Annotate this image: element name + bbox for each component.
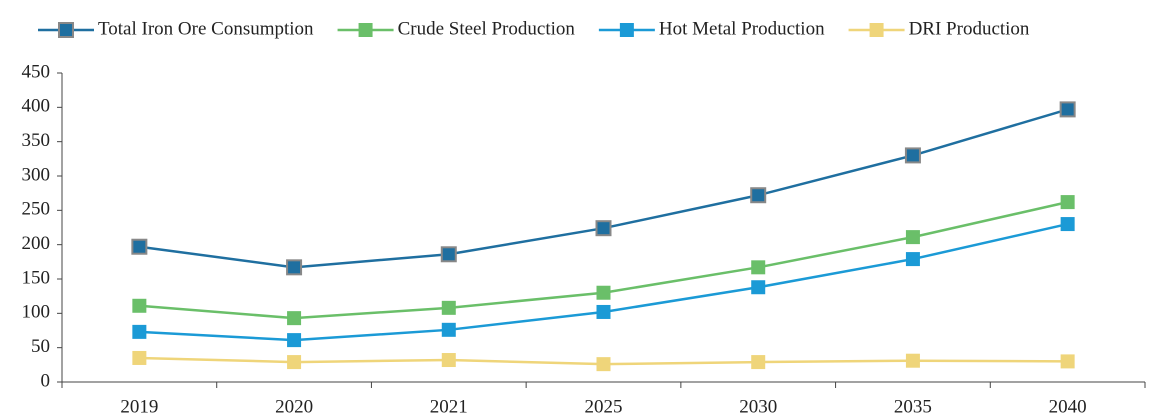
marker [1060,354,1075,369]
y-tick-label: 200 [22,233,51,254]
x-tick-label: 2035 [894,396,932,417]
y-tick-label: 50 [31,336,50,357]
marker [596,357,611,372]
y-tick-label: 450 [22,61,51,82]
marker [287,311,302,326]
marker [905,353,920,368]
legend-label: DRI Production [909,18,1030,39]
marker [596,304,611,319]
marker [132,350,147,365]
marker [440,246,457,263]
y-tick-label: 150 [22,267,51,288]
x-tick-label: 2019 [120,396,158,417]
marker [751,280,766,295]
y-tick-label: 300 [22,164,51,185]
x-tick-label: 2030 [739,396,777,417]
marker [287,333,302,348]
y-tick-label: 400 [22,96,51,117]
marker [751,260,766,275]
marker [441,300,456,315]
legend-label: Hot Metal Production [659,18,825,39]
series-line [139,222,1068,342]
marker [1059,101,1076,118]
marker [1060,195,1075,210]
y-tick-label: 0 [41,370,51,391]
marker [595,220,612,237]
x-tick-label: 2020 [275,396,313,417]
marker [441,322,456,337]
legend-marker [358,23,373,37]
y-tick-label: 100 [22,302,51,323]
legend-marker [619,23,634,37]
marker [905,252,920,267]
legend-label: Crude Steel Production [398,18,576,39]
x-tick-label: 2040 [1049,396,1087,417]
marker [441,353,456,368]
x-tick-label: 2021 [430,396,468,417]
marker [132,324,147,339]
marker [132,298,147,313]
marker [750,187,767,204]
marker [286,259,303,276]
series-line [139,108,1068,269]
marker [287,355,302,370]
marker [905,230,920,245]
series-line [139,200,1068,320]
y-tick-label: 250 [22,199,51,220]
legend-marker [869,23,884,37]
legend-marker [58,22,74,38]
x-tick-label: 2025 [585,396,623,417]
y-tick-label: 350 [22,130,51,151]
marker [1060,217,1075,232]
marker [904,147,921,164]
marker [131,238,148,255]
legend-label: Total Iron Ore Consumption [98,18,314,39]
marker [751,355,766,370]
marker [596,285,611,300]
